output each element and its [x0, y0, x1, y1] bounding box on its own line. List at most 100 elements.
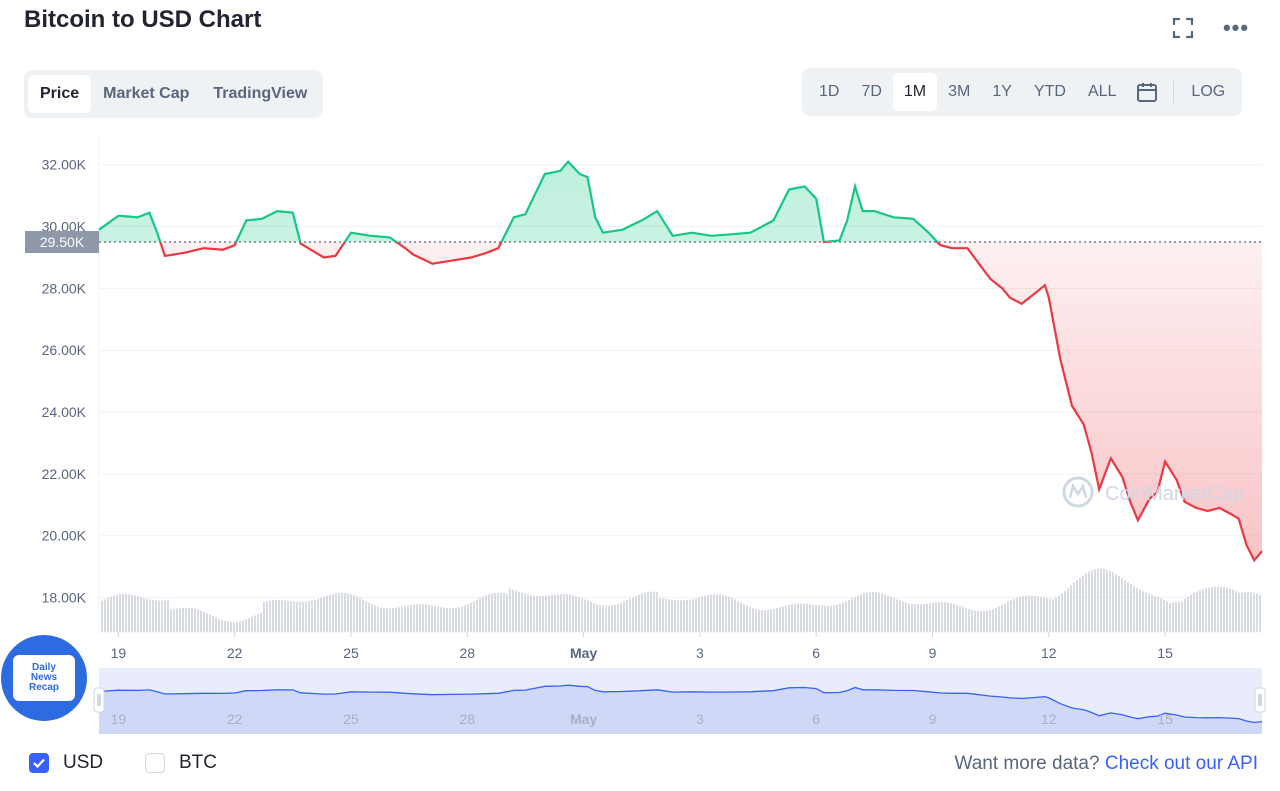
- navigator-tick-label: 19: [111, 711, 127, 727]
- volume-bar: [1067, 588, 1069, 632]
- volume-bar: [1073, 582, 1075, 632]
- volume-bar: [554, 594, 556, 632]
- volume-bar: [1229, 588, 1231, 632]
- volume-bar: [431, 605, 433, 632]
- daily-news-recap-badge[interactable]: Daily News Recap: [1, 635, 87, 721]
- volume-bar: [614, 604, 616, 632]
- fullscreen-icon[interactable]: [1169, 14, 1197, 42]
- volume-bar: [1019, 596, 1021, 632]
- usd-checkbox[interactable]: [29, 753, 49, 773]
- tab-tradingview[interactable]: TradingView: [213, 85, 308, 102]
- volume-bars: [99, 568, 1262, 633]
- volume-bar: [920, 604, 922, 632]
- btc-checkbox[interactable]: [145, 753, 165, 773]
- volume-bar: [1022, 596, 1024, 632]
- api-link[interactable]: Check out our API: [1104, 753, 1258, 774]
- volume-bar: [1136, 588, 1138, 632]
- range-all[interactable]: ALL: [1087, 83, 1117, 100]
- tab-market-cap[interactable]: Market Cap: [103, 85, 190, 102]
- range-1d[interactable]: 1D: [819, 83, 840, 100]
- volume-bar: [1076, 580, 1078, 632]
- x-tick-label: May: [570, 645, 597, 661]
- range-7d[interactable]: 7D: [861, 83, 882, 100]
- volume-bar: [158, 600, 160, 632]
- navigator-x-labels: 19 22 25 28 May 3 6 9 12 15: [111, 711, 1173, 727]
- volume-bar: [563, 594, 565, 632]
- volume-bar: [668, 599, 670, 632]
- volume-bar: [338, 592, 340, 632]
- volume-bar: [914, 604, 916, 632]
- volume-bar: [392, 608, 394, 632]
- volume-bar: [1172, 602, 1174, 632]
- volume-bar: [212, 616, 214, 632]
- volume-bar: [491, 593, 493, 632]
- volume-bar: [389, 608, 391, 632]
- volume-bar: [1049, 598, 1051, 632]
- volume-bar: [434, 605, 436, 632]
- volume-bar: [1154, 596, 1156, 632]
- range-ytd[interactable]: YTD: [1033, 83, 1066, 100]
- volume-bar: [938, 602, 940, 632]
- volume-bar: [644, 592, 646, 632]
- volume-bar: [1040, 596, 1042, 632]
- range-1y[interactable]: 1Y: [992, 83, 1012, 100]
- volume-bar: [746, 605, 748, 632]
- volume-bar: [539, 596, 541, 632]
- volume-bar: [674, 600, 676, 632]
- volume-bar: [161, 600, 163, 632]
- more-options-icon[interactable]: •••: [1222, 15, 1250, 40]
- volume-bar: [290, 601, 292, 632]
- volume-bar: [461, 606, 463, 632]
- calendar-icon[interactable]: [1127, 73, 1167, 111]
- volume-bar: [1091, 570, 1093, 632]
- volume-bar: [1079, 577, 1081, 632]
- range-1m[interactable]: 1M: [892, 73, 938, 111]
- navigator-left-handle[interactable]: [93, 687, 105, 713]
- volume-bar: [236, 621, 238, 632]
- range-3m[interactable]: 3M: [948, 83, 971, 100]
- navigator-tick-label: 6: [812, 711, 820, 727]
- log-toggle[interactable]: LOG: [1191, 83, 1226, 100]
- volume-bar: [446, 608, 448, 632]
- volume-bar: [1253, 592, 1255, 632]
- x-axis-labels: 19 22 25 28 May 3 6 9 12 15: [111, 632, 1173, 661]
- volume-bar: [185, 607, 187, 632]
- volume-bar: [1166, 601, 1168, 632]
- volume-bar: [785, 605, 787, 632]
- volume-bar: [902, 601, 904, 632]
- volume-bar: [1070, 585, 1072, 632]
- page-title: Bitcoin to USD Chart: [24, 6, 262, 33]
- volume-bar: [413, 604, 415, 632]
- volume-bar: [1256, 593, 1258, 632]
- volume-bar: [1187, 596, 1189, 632]
- volume-bar: [281, 600, 283, 632]
- volume-bar: [707, 594, 709, 632]
- y-axis-labels: 18.00K 20.00K 22.00K 24.00K 26.00K 28.00K 30.0…: [42, 157, 87, 606]
- volume-bar: [494, 592, 496, 632]
- volume-bar: [1082, 575, 1084, 632]
- volume-bar: [395, 607, 397, 632]
- currency-btc[interactable]: BTC: [145, 752, 217, 774]
- y-tick-label: 26.00K: [42, 342, 87, 358]
- volume-bar: [173, 609, 175, 632]
- volume-bar: [1118, 576, 1120, 632]
- volume-bar: [278, 599, 280, 632]
- volume-bar: [386, 608, 388, 632]
- volume-bar: [509, 588, 511, 632]
- currency-usd[interactable]: USD: [29, 752, 103, 774]
- x-tick-label: 28: [459, 645, 475, 661]
- navigator-right-handle[interactable]: [1254, 687, 1266, 713]
- volume-bar: [683, 600, 685, 632]
- volume-bar: [512, 589, 514, 632]
- volume-bar: [1244, 592, 1246, 632]
- badge-label: Daily News Recap: [28, 662, 59, 693]
- tab-price[interactable]: Price: [28, 75, 92, 113]
- volume-bar: [284, 600, 286, 632]
- volume-bar: [401, 606, 403, 632]
- volume-bar: [131, 594, 133, 632]
- volume-bar: [755, 609, 757, 632]
- volume-bar: [545, 595, 547, 632]
- volume-bar: [416, 604, 418, 632]
- volume-bar: [800, 603, 802, 632]
- volume-bar: [1106, 569, 1108, 632]
